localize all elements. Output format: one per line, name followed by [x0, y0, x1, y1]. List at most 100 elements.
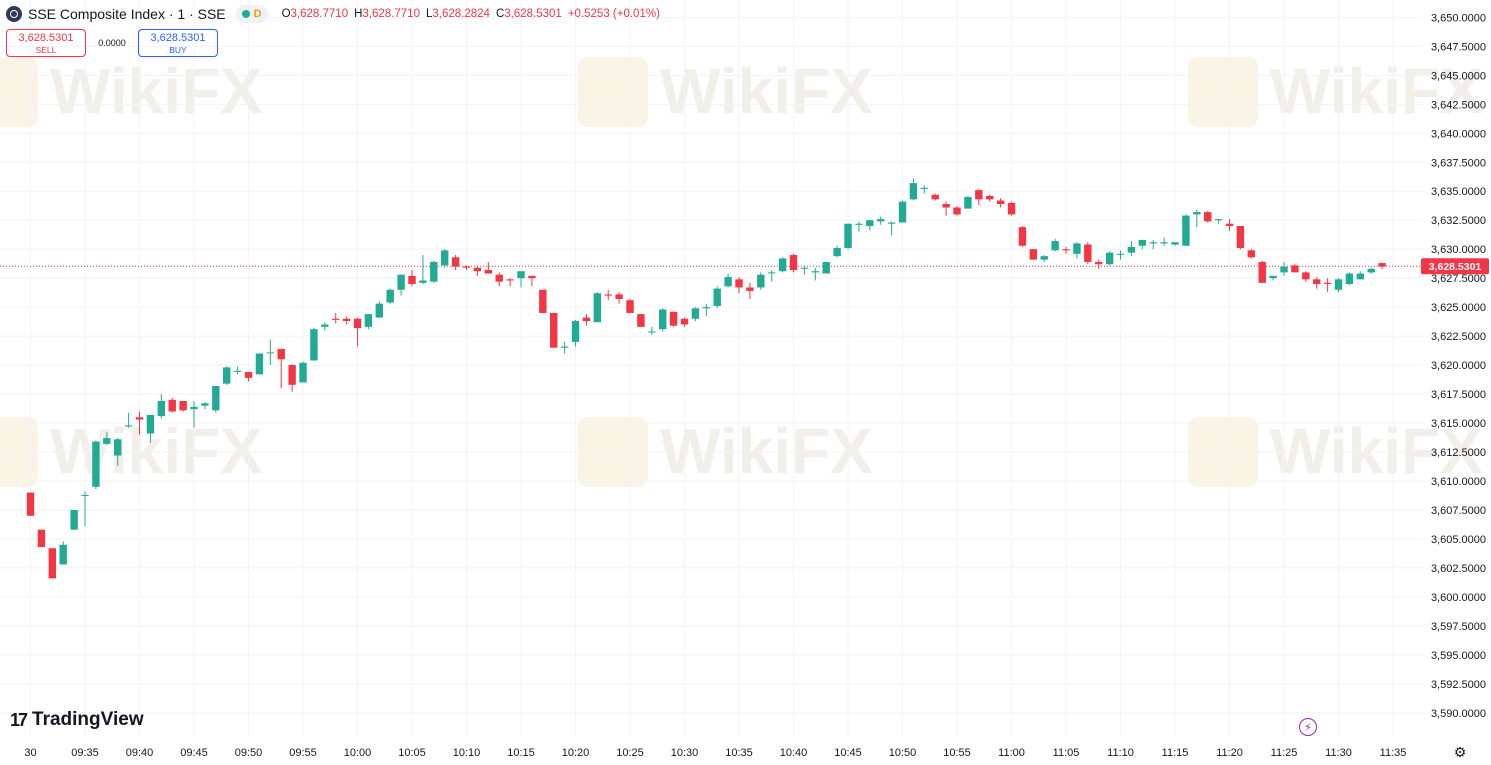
candle	[800, 265, 809, 275]
candle-body	[768, 272, 776, 274]
candle-body	[103, 438, 111, 444]
candle	[713, 286, 721, 309]
lightning-icon[interactable]: ⚡	[1299, 718, 1317, 736]
candle	[353, 317, 362, 347]
sell-button[interactable]: 3,628.5301 SELL	[6, 29, 86, 57]
candle-body	[495, 274, 503, 282]
low-label: L	[425, 8, 433, 20]
candle	[539, 289, 547, 313]
candle-body	[408, 275, 416, 284]
price-tick-label: 3,635.0000	[1431, 186, 1486, 198]
watermark-text: WikiFX	[50, 55, 263, 127]
candle	[114, 438, 122, 466]
candle	[1258, 260, 1266, 283]
high-label: H	[354, 8, 363, 20]
tradingview-logo[interactable]: 17 TradingView	[10, 709, 144, 731]
candle	[288, 363, 296, 392]
price-tick-label: 3,617.5000	[1431, 389, 1486, 401]
candle-body	[310, 329, 318, 361]
candle	[81, 491, 89, 527]
candle-body	[1225, 223, 1234, 227]
price-tick-label: 3,640.0000	[1431, 128, 1486, 140]
price-tick-label: 3,627.5000	[1431, 273, 1486, 285]
candle-body	[757, 274, 765, 288]
time-tick-label: 11:35	[1380, 747, 1407, 759]
symbol-title[interactable]: SSE Composite Index · 1 · SSE	[28, 6, 226, 22]
time-tick-label: 10:55	[943, 747, 971, 759]
candle-body	[146, 414, 155, 434]
candle	[844, 223, 852, 250]
candle-body	[517, 271, 525, 279]
time-tick-label: 09:35	[71, 747, 99, 759]
candle-body	[1291, 265, 1299, 273]
candle-body	[1182, 215, 1190, 246]
time-tick-label: 11:10	[1107, 747, 1134, 759]
price-tick-label: 3,645.0000	[1431, 70, 1486, 82]
time-tick-label: 10:35	[725, 747, 753, 759]
candle	[1062, 246, 1070, 254]
candle	[778, 257, 787, 273]
spread-value: 0.0000	[98, 38, 126, 48]
candle-body	[1149, 242, 1157, 244]
candle	[212, 385, 220, 413]
time-tick-label: 10:30	[671, 747, 699, 759]
candle-body	[1302, 272, 1310, 280]
candle-body	[833, 248, 841, 257]
candle	[342, 316, 351, 325]
candle	[1323, 278, 1332, 293]
candle	[310, 328, 318, 361]
time-axis[interactable]: 30 09:35 09:40 09:45 09:50 09:55 10:00 10:05 10:…	[24, 747, 1406, 759]
candle	[560, 341, 569, 354]
market-status-pill[interactable]: D	[235, 5, 268, 23]
candle	[1225, 219, 1234, 231]
time-tick-label: 10:05	[398, 747, 426, 759]
price-axis[interactable]: 3,590.0000 3,592.5000 3,595.0000 3,597.5000…	[1431, 12, 1486, 719]
candle-body	[986, 195, 994, 200]
market-open-dot-icon	[241, 10, 250, 18]
buy-button[interactable]: 3,628.5301 BUY	[138, 29, 218, 57]
candle-body	[114, 439, 122, 456]
candle	[146, 414, 155, 443]
candle-body	[92, 441, 100, 487]
candle	[473, 265, 482, 276]
candle	[92, 440, 100, 490]
candle	[244, 372, 253, 382]
price-tick-label: 3,595.0000	[1431, 650, 1486, 662]
candle-body	[26, 492, 35, 516]
time-tick-label: 10:40	[780, 747, 808, 759]
candle-body	[1334, 279, 1343, 290]
gear-icon[interactable]: ⚙	[1453, 744, 1467, 760]
candle	[1214, 219, 1223, 224]
candle	[691, 307, 700, 322]
time-tick-label: 10:45	[834, 747, 862, 759]
sell-label: SELL	[35, 45, 57, 55]
candle	[1105, 251, 1114, 266]
candle	[408, 270, 416, 287]
candle-body	[288, 365, 296, 385]
candle-body	[931, 194, 939, 200]
delayed-letter: D	[253, 8, 262, 20]
candle-body	[735, 279, 743, 288]
close-label: C	[495, 8, 505, 20]
price-tick-label: 3,632.5000	[1431, 215, 1486, 227]
candle	[942, 201, 950, 216]
candle-body	[1127, 246, 1136, 253]
candle	[157, 394, 166, 419]
price-tick-label: 3,622.5000	[1431, 331, 1486, 343]
price-tick-label: 3,612.5000	[1431, 447, 1486, 459]
candle	[1204, 210, 1212, 223]
candle-body	[724, 277, 732, 287]
candle	[201, 402, 209, 410]
watermark-badge	[578, 57, 648, 127]
candle-body	[855, 223, 863, 225]
candle	[648, 326, 656, 335]
candle-body	[353, 318, 362, 329]
candle	[517, 271, 525, 288]
candle	[986, 194, 994, 202]
candle	[615, 292, 623, 304]
last-price-tag-bg	[1421, 258, 1489, 275]
candle-body	[702, 307, 711, 309]
candle-body	[451, 257, 460, 267]
candle-body	[1204, 212, 1212, 222]
